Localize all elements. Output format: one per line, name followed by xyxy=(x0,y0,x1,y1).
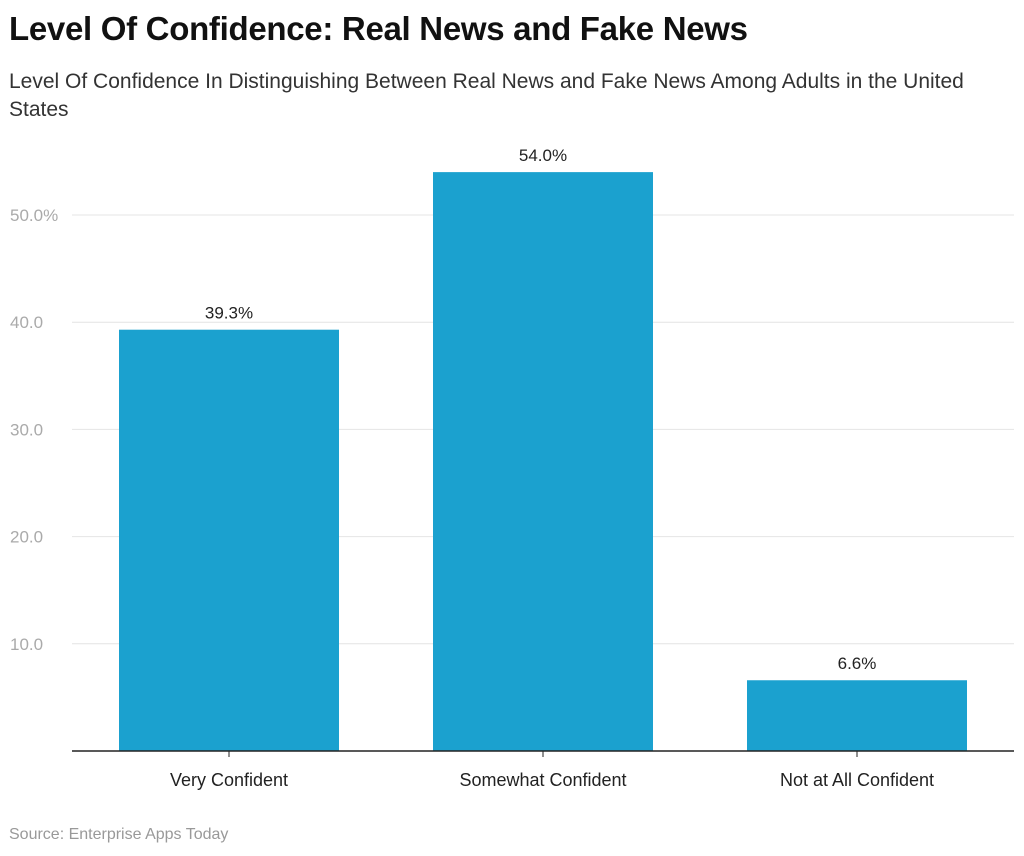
data-label: 54.0% xyxy=(519,146,567,165)
bar xyxy=(747,680,967,751)
x-tick-label: Very Confident xyxy=(170,770,288,790)
chart-title: Level Of Confidence: Real News and Fake … xyxy=(9,10,748,47)
y-tick-label: 10.0 xyxy=(10,635,43,654)
data-label: 6.6% xyxy=(838,654,877,673)
chart-subtitle: Level Of Confidence In Distinguishing Be… xyxy=(9,70,964,121)
y-tick-label: 40.0 xyxy=(10,313,43,332)
y-tick-label: 30.0 xyxy=(10,420,43,439)
data-label: 39.3% xyxy=(205,304,253,323)
bar xyxy=(433,172,653,751)
source-note: Source: Enterprise Apps Today xyxy=(9,826,229,843)
bar xyxy=(119,329,339,751)
y-tick-label: 50.0% xyxy=(10,206,58,225)
y-tick-label: 20.0 xyxy=(10,528,43,547)
x-tick-label: Somewhat Confident xyxy=(459,770,626,790)
x-tick-label: Not at All Confident xyxy=(780,770,934,790)
